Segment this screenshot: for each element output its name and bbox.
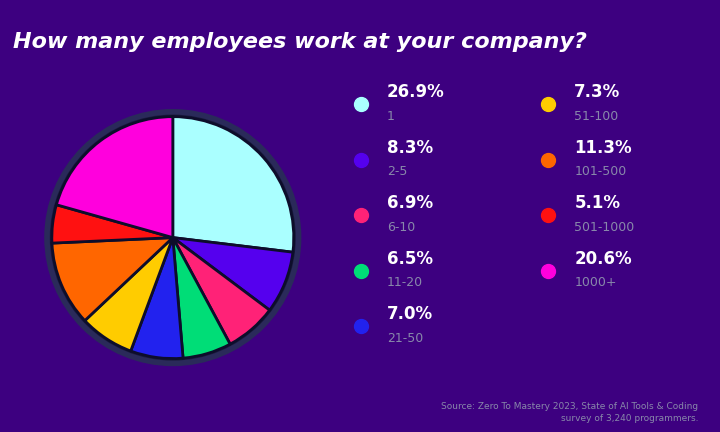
Wedge shape — [52, 238, 173, 321]
Wedge shape — [52, 205, 173, 243]
Text: 1000+: 1000+ — [575, 276, 617, 289]
Wedge shape — [173, 238, 293, 310]
Text: 5.1%: 5.1% — [575, 194, 620, 212]
Text: 6.5%: 6.5% — [387, 250, 433, 268]
Wedge shape — [173, 117, 294, 252]
Wedge shape — [131, 238, 183, 359]
Point — [355, 267, 366, 274]
Text: How many employees work at your company?: How many employees work at your company? — [13, 32, 587, 51]
Text: 11-20: 11-20 — [387, 276, 423, 289]
Text: 6-10: 6-10 — [387, 221, 415, 234]
Text: 7.0%: 7.0% — [387, 305, 433, 324]
Text: 1: 1 — [387, 110, 395, 123]
Text: 101-500: 101-500 — [575, 165, 626, 178]
Point — [355, 323, 366, 330]
Point — [542, 212, 554, 219]
Point — [542, 156, 554, 163]
Point — [355, 156, 366, 163]
Wedge shape — [173, 238, 269, 344]
Wedge shape — [56, 117, 173, 238]
Point — [542, 267, 554, 274]
Text: Source: Zero To Mastery 2023, State of AI Tools & Coding
survey of 3,240 program: Source: Zero To Mastery 2023, State of A… — [441, 402, 698, 423]
Text: 6.9%: 6.9% — [387, 194, 433, 212]
Text: 21-50: 21-50 — [387, 332, 423, 345]
Text: 2-5: 2-5 — [387, 165, 408, 178]
Wedge shape — [85, 238, 173, 351]
Wedge shape — [173, 238, 230, 358]
Text: 26.9%: 26.9% — [387, 83, 445, 101]
Text: 8.3%: 8.3% — [387, 139, 433, 157]
Text: 7.3%: 7.3% — [575, 83, 621, 101]
Point — [355, 212, 366, 219]
Text: 51-100: 51-100 — [575, 110, 618, 123]
Point — [355, 101, 366, 108]
Text: 501-1000: 501-1000 — [575, 221, 634, 234]
Circle shape — [47, 112, 299, 363]
Text: 20.6%: 20.6% — [575, 250, 632, 268]
Text: 11.3%: 11.3% — [575, 139, 632, 157]
Point — [542, 101, 554, 108]
